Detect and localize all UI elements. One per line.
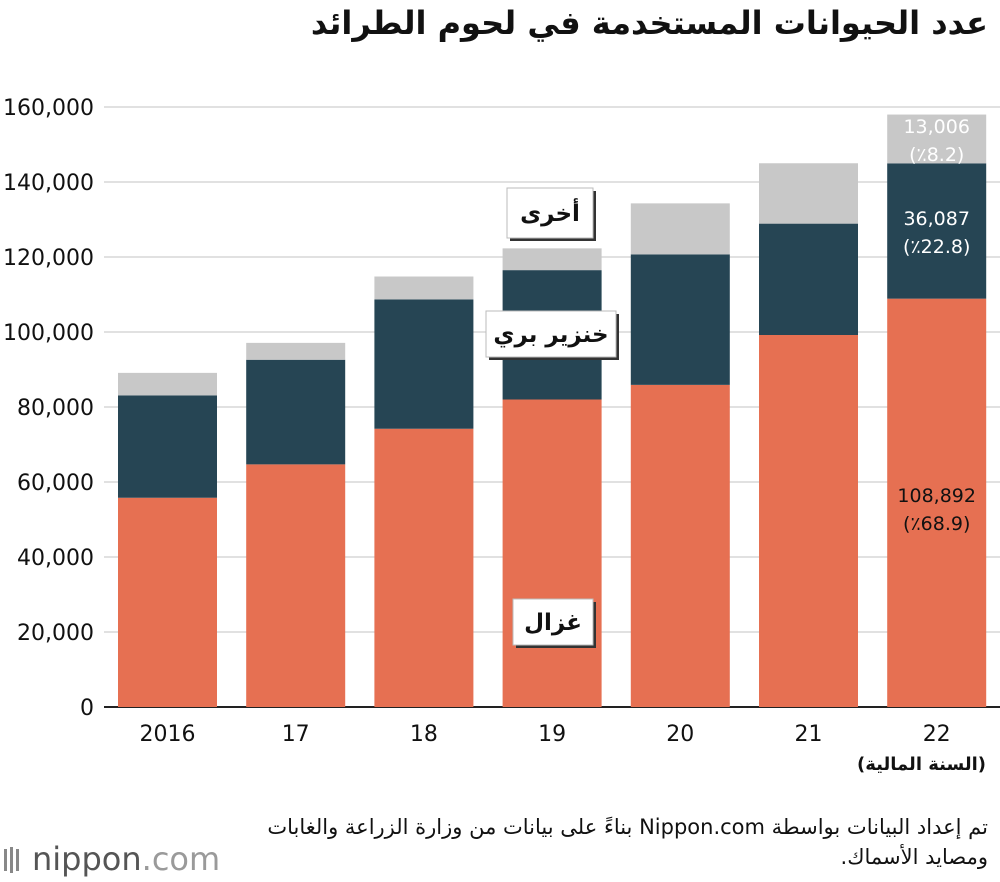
bar-segment-boar <box>887 163 987 299</box>
annotation-share: (٪68.9) <box>903 513 970 535</box>
series-label-box <box>506 187 594 239</box>
series-label-other: أخرى <box>506 187 596 241</box>
data-annotations: 13,006 (٪8.2) 36,087 (٪22.8) 108,892 (٪68.9) <box>897 116 976 535</box>
logo-name: nippon <box>32 840 142 878</box>
annotation-share: (٪8.2) <box>909 144 964 166</box>
series-label-box <box>485 310 617 358</box>
annotation-share: (٪22.8) <box>903 236 970 258</box>
annotation-value: 13,006 <box>903 116 969 138</box>
x-tick-label: 18 <box>410 722 438 747</box>
bar-segment-other <box>630 203 730 255</box>
bar-segment-other <box>502 248 602 271</box>
bar-segment-other <box>759 163 858 224</box>
series-label-boar: خنزير بري <box>485 310 619 360</box>
x-axis-tick-labels: 2016 17 18 19 20 21 22 <box>140 722 951 747</box>
x-axis-label: (السنة المالية) <box>856 754 986 775</box>
series-label-text: خنزير بري <box>493 322 608 348</box>
x-tick-label: 2016 <box>140 722 196 747</box>
y-axis-tick-labels: 0 20,000 40,000 60,000 80,000 100,000 120,000 1… <box>3 96 94 721</box>
x-tick-label: 21 <box>795 722 823 747</box>
stacked-bar-chart: 0 20,000 40,000 60,000 80,000 100,000 120,000 1… <box>3 96 1000 747</box>
bar-segment-boar <box>759 223 858 335</box>
nippon-logo-mark-icon <box>4 847 19 873</box>
series-label-box <box>512 598 594 646</box>
bar-segment-boar <box>246 359 346 465</box>
x-tick-label: 19 <box>538 722 566 747</box>
series-labels: أخرى خنزير بري غزال <box>485 187 619 648</box>
series-label-text: غزال <box>524 610 582 636</box>
bars <box>118 114 987 707</box>
x-tick-label: 20 <box>666 722 694 747</box>
bar-segment-deer <box>118 497 217 707</box>
x-tick-label: 22 <box>923 722 951 747</box>
y-tick-label: 140,000 <box>3 171 94 196</box>
x-tick-label: 17 <box>282 722 310 747</box>
bar-segment-deer <box>246 464 346 707</box>
bar-segment-other <box>374 276 474 300</box>
annotation-value: 108,892 <box>897 485 976 507</box>
y-tick-label: 100,000 <box>3 321 94 346</box>
y-tick-label: 0 <box>80 696 94 721</box>
bar-segment-boar <box>118 395 217 498</box>
y-tick-label: 160,000 <box>3 96 94 121</box>
bar-segment-deer <box>887 298 987 707</box>
bar-segment-deer <box>502 399 602 707</box>
series-label-deer: غزال <box>512 598 596 648</box>
chart-title: عدد الحيوانات المستخدمة في لحوم الطرائد <box>310 4 988 42</box>
source-note: تم إعداد البيانات بواسطة Nippon.com بناء… <box>267 815 988 869</box>
y-tick-label: 20,000 <box>17 621 94 646</box>
logo-dot: . <box>141 840 152 878</box>
y-tick-label: 40,000 <box>17 546 94 571</box>
y-tick-label: 60,000 <box>17 471 94 496</box>
y-tick-label: 120,000 <box>3 246 94 271</box>
nippon-logo: nippon.com <box>4 840 220 878</box>
series-label-text: أخرى <box>520 197 580 227</box>
bar-segment-boar <box>374 299 474 429</box>
y-tick-label: 80,000 <box>17 396 94 421</box>
bar-segment-deer <box>374 428 474 707</box>
annotation-value: 36,087 <box>903 208 969 230</box>
bar-segment-deer <box>759 335 858 707</box>
logo-suffix: com <box>151 840 221 878</box>
bar-segment-other <box>887 114 987 164</box>
bar-segment-deer <box>630 384 730 707</box>
bar-segment-other <box>246 342 346 360</box>
bar-segment-other <box>118 372 217 396</box>
bar-segment-boar <box>630 254 730 385</box>
